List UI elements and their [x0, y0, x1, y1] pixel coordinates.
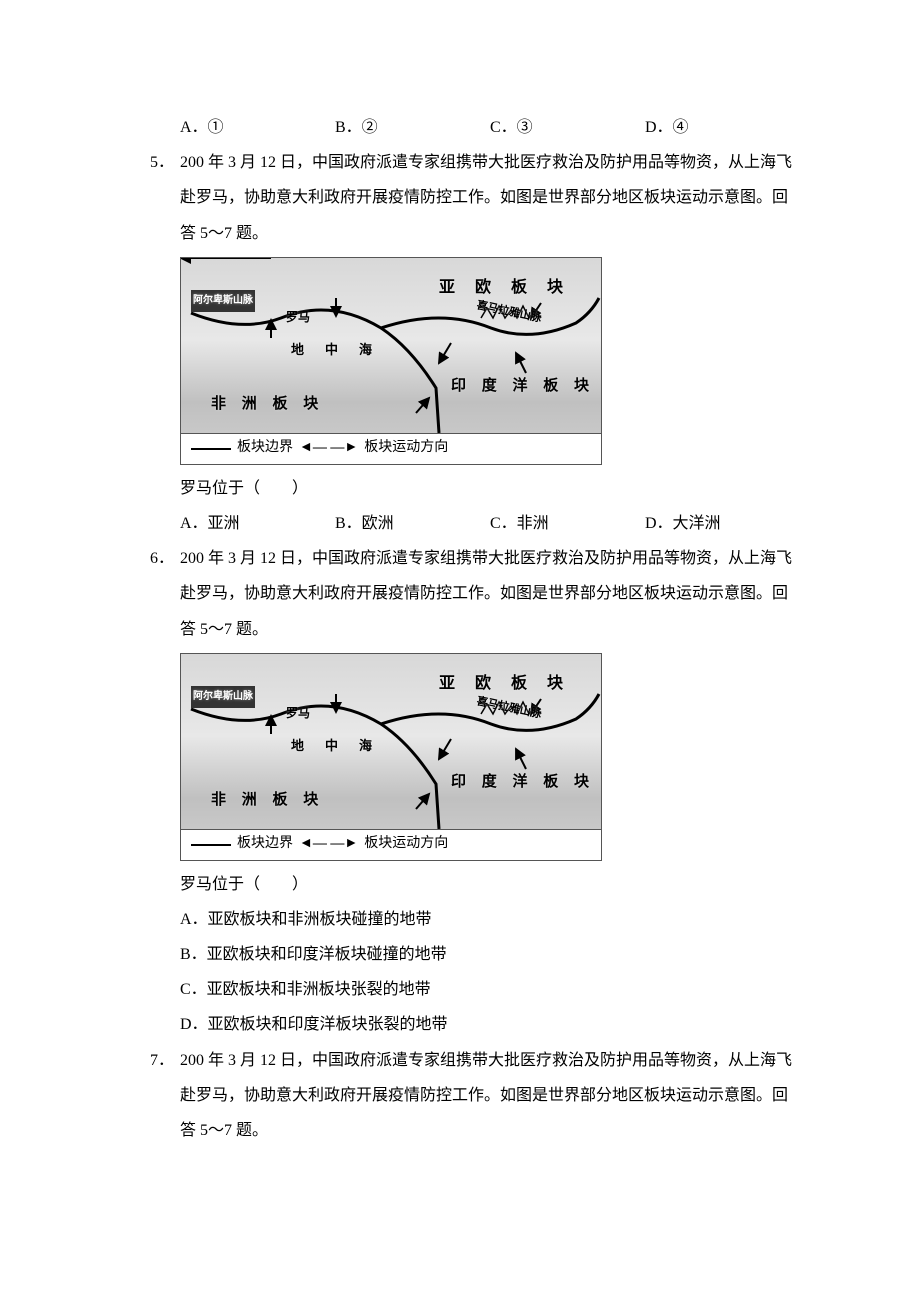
- label-med: 地 中 海: [291, 336, 376, 365]
- q4-options: A．① B．② C．③ D．④: [150, 110, 800, 145]
- label-rome: 罗马: [286, 304, 310, 330]
- option-d: D．大洋洲: [645, 506, 800, 541]
- option-d: D．亚欧板块和印度洋板块张裂的地带: [180, 1007, 800, 1042]
- label-med: 地 中 海: [291, 732, 376, 761]
- q7-stem-line2: 赴罗马，协助意大利政府开展疫情防控工作。如图是世界部分地区板块运动示意图。回: [180, 1078, 800, 1113]
- q6-number: 6．: [150, 541, 180, 647]
- legend-arrow-icon: ◄— —►: [299, 433, 358, 464]
- plate-map-figure: 亚 欧 板 块 阿尔卑斯山脉 罗马 地 中 海 喜马拉雅山脉 非 洲 板 块 印…: [180, 257, 602, 465]
- q5-options: A．亚洲 B．欧洲 C．非洲 D．大洋洲: [150, 506, 800, 541]
- q6-prompt: 罗马位于（ ）: [150, 867, 800, 902]
- option-d: D．④: [645, 110, 800, 145]
- option-b: B．②: [335, 110, 490, 145]
- q6-stem-line3: 答 5～7 题。: [180, 612, 800, 647]
- label-alps: 阿尔卑斯山脉: [191, 290, 255, 312]
- legend-line-icon: [191, 844, 231, 846]
- plate-map-figure: 亚 欧 板 块 阿尔卑斯山脉 罗马 地 中 海 喜马拉雅山脉 非 洲 板 块 印…: [180, 653, 602, 861]
- legend-arrow-icon: ◄— —►: [299, 829, 358, 860]
- label-indian: 印 度 洋 板 块: [451, 370, 595, 403]
- legend-boundary-label: 板块边界: [237, 829, 293, 860]
- q5-prompt: 罗马位于（ ）: [150, 471, 800, 506]
- q6-options: A．亚欧板块和非洲板块碰撞的地带 B．亚欧板块和印度洋板块碰撞的地带 C．亚欧板…: [150, 902, 800, 1043]
- option-a: A．亚洲: [180, 506, 335, 541]
- option-c: C．亚欧板块和非洲板块张裂的地带: [180, 972, 800, 1007]
- label-rome: 罗马: [286, 700, 310, 726]
- legend-boundary-label: 板块边界: [237, 433, 293, 464]
- q5-stem-line3: 答 5～7 题。: [180, 216, 800, 251]
- q7-stem-line3: 答 5～7 题。: [180, 1113, 800, 1148]
- label-indian: 印 度 洋 板 块: [451, 766, 595, 799]
- option-c: C．非洲: [490, 506, 645, 541]
- option-a: A．亚欧板块和非洲板块碰撞的地带: [180, 902, 800, 937]
- option-b: B．亚欧板块和印度洋板块碰撞的地带: [180, 937, 800, 972]
- label-africa: 非 洲 板 块: [211, 388, 324, 421]
- q6-stem-line2: 赴罗马，协助意大利政府开展疫情防控工作。如图是世界部分地区板块运动示意图。回: [180, 576, 800, 611]
- q5-body: 200 年 3 月 12 日，中国政府派遣专家组携带大批医疗救治及防护用品等物资…: [180, 145, 800, 251]
- page: A．① B．② C．③ D．④ 5． 200 年 3 月 12 日，中国政府派遣…: [0, 0, 920, 1228]
- question-6: 6． 200 年 3 月 12 日，中国政府派遣专家组携带大批医疗救治及防护用品…: [150, 541, 800, 647]
- q5-number: 5．: [150, 145, 180, 251]
- q5-stem-line2: 赴罗马，协助意大利政府开展疫情防控工作。如图是世界部分地区板块运动示意图。回: [180, 180, 800, 215]
- q7-number: 7．: [150, 1043, 180, 1149]
- legend-line-icon: [191, 448, 231, 450]
- q7-body: 200 年 3 月 12 日，中国政府派遣专家组携带大批医疗救治及防护用品等物资…: [180, 1043, 800, 1149]
- q6-body: 200 年 3 月 12 日，中国政府派遣专家组携带大批医疗救治及防护用品等物资…: [180, 541, 800, 647]
- q6-stem-line1: 200 年 3 月 12 日，中国政府派遣专家组携带大批医疗救治及防护用品等物资…: [180, 541, 800, 576]
- question-5: 5． 200 年 3 月 12 日，中国政府派遣专家组携带大批医疗救治及防护用品…: [150, 145, 800, 251]
- option-b: B．欧洲: [335, 506, 490, 541]
- option-c: C．③: [490, 110, 645, 145]
- figure-legend: 板块边界 ◄— —► 板块运动方向: [181, 829, 601, 860]
- label-alps: 阿尔卑斯山脉: [191, 686, 255, 708]
- q7-stem-line1: 200 年 3 月 12 日，中国政府派遣专家组携带大批医疗救治及防护用品等物资…: [180, 1043, 800, 1078]
- label-africa: 非 洲 板 块: [211, 784, 324, 817]
- question-7: 7． 200 年 3 月 12 日，中国政府派遣专家组携带大批医疗救治及防护用品…: [150, 1043, 800, 1149]
- legend-direction-label: 板块运动方向: [364, 829, 448, 860]
- legend-direction-label: 板块运动方向: [364, 433, 448, 464]
- q5-stem-line1: 200 年 3 月 12 日，中国政府派遣专家组携带大批医疗救治及防护用品等物资…: [180, 145, 800, 180]
- figure-legend: 板块边界 ◄— —► 板块运动方向: [181, 433, 601, 464]
- option-a: A．①: [180, 110, 335, 145]
